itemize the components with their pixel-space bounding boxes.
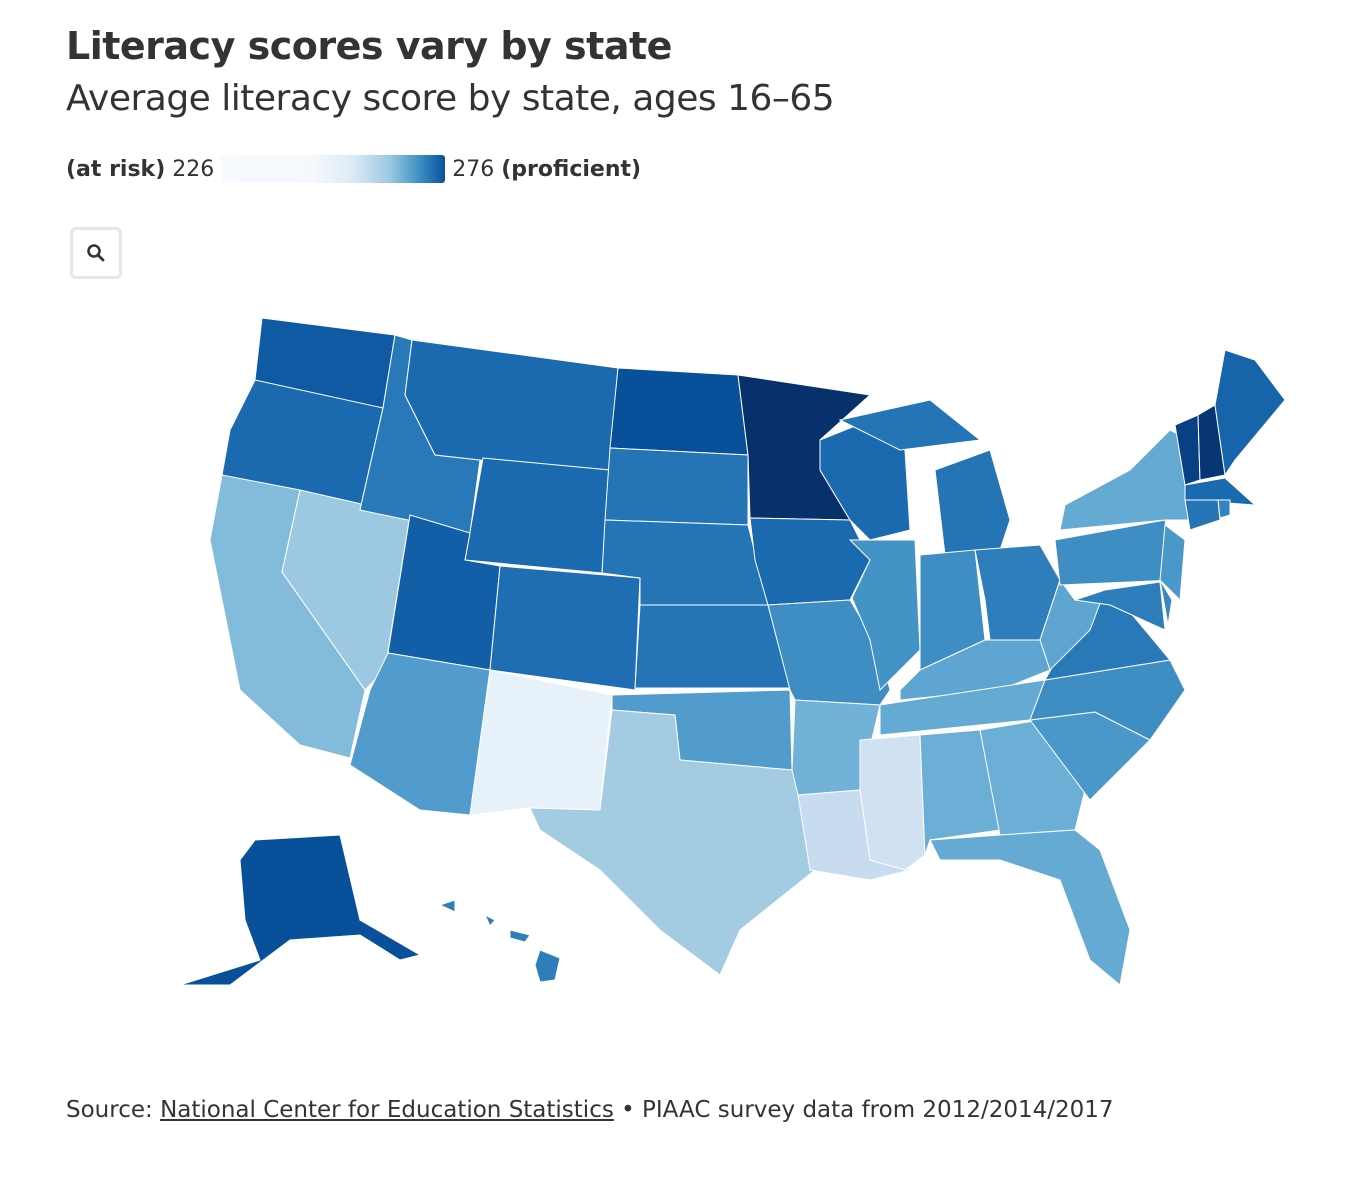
zoom-button[interactable]	[70, 227, 122, 279]
state-shape[interactable]	[767, 599, 891, 706]
us-map	[179, 317, 1286, 986]
source-link[interactable]: National Center for Education Statistics	[160, 1097, 614, 1123]
state-shape[interactable]	[1214, 349, 1286, 477]
state-shape[interactable]	[859, 734, 926, 871]
state-mi[interactable]	[838, 399, 1011, 556]
state-shape[interactable]	[604, 447, 749, 526]
state-hi[interactable]	[438, 899, 561, 983]
state-md[interactable]	[1074, 581, 1166, 631]
state-shape[interactable]	[1059, 429, 1191, 531]
state-shape[interactable]	[848, 539, 921, 692]
source-note: Source: National Center for Education St…	[66, 1097, 1114, 1123]
source-prefix: Source:	[66, 1097, 153, 1123]
color-legend: (at risk) 226 276 (proficient)	[66, 155, 641, 183]
state-co[interactable]	[489, 565, 641, 691]
state-nd[interactable]	[609, 367, 749, 456]
state-shape[interactable]	[609, 367, 749, 456]
state-shape[interactable]	[1054, 519, 1176, 586]
state-wy[interactable]	[464, 457, 611, 574]
state-shape[interactable]	[509, 929, 531, 943]
state-pa[interactable]	[1054, 519, 1176, 586]
state-tx[interactable]	[529, 709, 816, 976]
state-shape[interactable]	[929, 829, 1131, 986]
state-me[interactable]	[1214, 349, 1286, 477]
state-fl[interactable]	[929, 829, 1131, 986]
state-shape[interactable]	[749, 517, 871, 606]
state-shape[interactable]	[179, 834, 422, 986]
state-ny[interactable]	[1059, 429, 1191, 531]
state-shape[interactable]	[838, 399, 982, 451]
state-shape[interactable]	[1159, 524, 1186, 602]
state-nm[interactable]	[469, 669, 613, 816]
state-il[interactable]	[848, 539, 921, 692]
state-sd[interactable]	[604, 447, 749, 526]
state-ri[interactable]	[1217, 499, 1231, 519]
legend-low-label: (at risk)	[66, 156, 166, 182]
legend-gradient-bar	[221, 155, 446, 183]
legend-high-label: (proficient)	[501, 156, 642, 182]
chart-title: Literacy scores vary by state	[66, 24, 672, 68]
state-mo[interactable]	[767, 599, 891, 706]
state-ks[interactable]	[634, 604, 791, 689]
state-shape[interactable]	[404, 339, 619, 471]
state-ms[interactable]	[859, 734, 926, 871]
state-ct[interactable]	[1184, 499, 1221, 531]
state-mt[interactable]	[404, 339, 619, 471]
state-shape[interactable]	[1184, 499, 1221, 531]
state-shape[interactable]	[1159, 579, 1173, 626]
source-suffix: • PIAAC survey data from 2012/2014/2017	[621, 1097, 1114, 1123]
state-shape[interactable]	[1184, 477, 1257, 506]
state-shape[interactable]	[489, 565, 641, 691]
state-de[interactable]	[1159, 579, 1173, 626]
state-nj[interactable]	[1159, 524, 1186, 602]
state-shape[interactable]	[919, 729, 1001, 856]
state-shape[interactable]	[464, 457, 611, 574]
state-ma[interactable]	[1184, 477, 1257, 506]
state-shape[interactable]	[438, 899, 456, 913]
search-icon	[87, 244, 105, 262]
legend-high-value: 276	[452, 156, 495, 182]
state-shape[interactable]	[634, 604, 791, 689]
state-shape[interactable]	[483, 913, 496, 927]
legend-low-value: 226	[172, 156, 215, 182]
state-shape[interactable]	[979, 719, 1086, 836]
state-shape[interactable]	[934, 449, 1011, 556]
state-ia[interactable]	[749, 517, 871, 606]
state-shape[interactable]	[529, 709, 816, 976]
state-shape[interactable]	[1074, 581, 1166, 631]
state-shape[interactable]	[469, 669, 613, 816]
state-al[interactable]	[919, 729, 1001, 856]
state-ak[interactable]	[179, 834, 422, 986]
state-ga[interactable]	[979, 719, 1086, 836]
state-shape[interactable]	[534, 949, 561, 983]
state-shape[interactable]	[1217, 499, 1231, 519]
chart-subtitle: Average literacy score by state, ages 16…	[66, 78, 835, 119]
